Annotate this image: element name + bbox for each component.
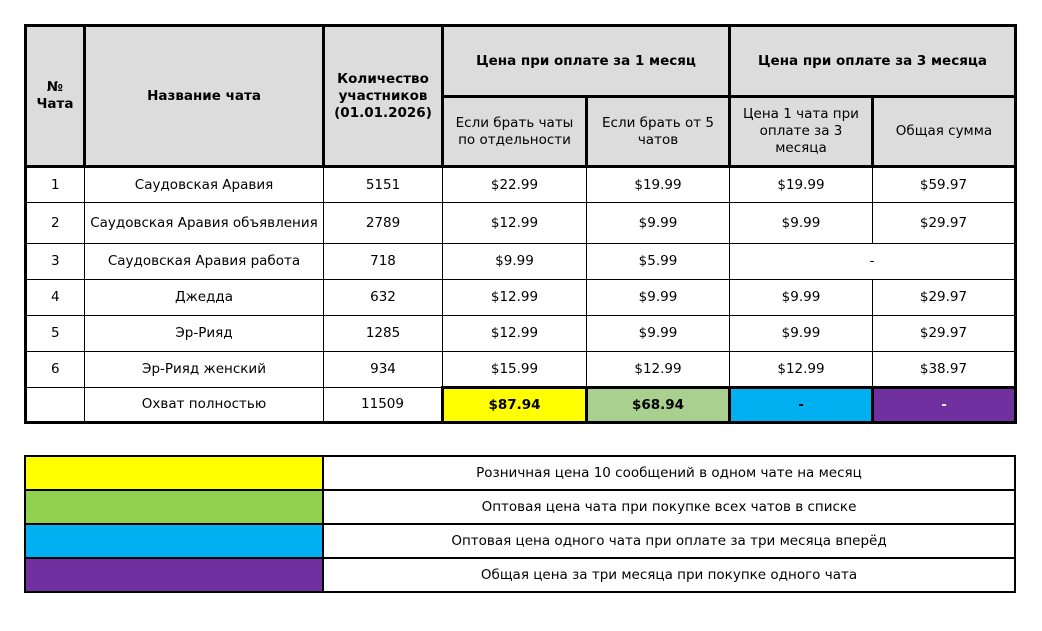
cell-name: Джедда: [84, 279, 324, 316]
legend-row: Оптовая цена одного чата при оплате за т…: [24, 523, 1016, 559]
cell-members: 2789: [323, 202, 443, 244]
table-row: 1 Саудовская Аравия 5151 $22.99 $19.99 $19.99…: [25, 166, 1017, 203]
cell-num: 1: [25, 166, 85, 203]
cell-num: 6: [25, 351, 85, 388]
header-month3: Цена при оплате за 3 месяца: [727, 24, 1018, 98]
cell-members: 5151: [323, 166, 443, 203]
total-separate: $87.94: [441, 386, 588, 424]
legend-row: Розничная цена 10 сообщений в одном чате…: [24, 455, 1016, 491]
legend-swatch: [24, 489, 324, 525]
cell-members: 1285: [323, 315, 443, 352]
cell-name: Саудовская Аравия работа: [84, 243, 324, 280]
legend-swatch: [24, 523, 324, 559]
cell-members: 632: [323, 279, 443, 316]
cell-price3: $12.99: [729, 351, 873, 388]
cell-total3: $29.97: [871, 315, 1017, 352]
cell-name: Саудовская Аравия: [84, 166, 324, 203]
legend-row: Оптовая цена чата при покупке всех чатов…: [24, 489, 1016, 525]
table-row: 6 Эр-Рияд женский 934 $15.99 $12.99 $12.99 $38…: [25, 351, 1017, 388]
cell-num: 5: [25, 315, 85, 352]
cell-name: Саудовская Аравия объявления: [84, 202, 324, 244]
legend-swatch: [24, 455, 324, 491]
cell-total3: $59.97: [871, 166, 1017, 203]
cell-from5: $12.99: [586, 351, 730, 388]
cell-merged: -: [728, 243, 1017, 280]
color-legend: Розничная цена 10 сообщений в одном чате…: [24, 455, 1016, 593]
cell-from5: $19.99: [586, 166, 730, 203]
table-row: 2 Саудовская Аравия объявления 2789 $12.99 $…: [25, 202, 1017, 244]
cell-separate: $12.99: [442, 279, 587, 316]
cell-price3: $9.99: [729, 202, 873, 244]
header-from5: Если брать от 5 чатов: [585, 95, 731, 168]
cell-separate: $12.99: [442, 315, 587, 352]
legend-text: Розничная цена 10 сообщений в одном чате…: [322, 455, 1016, 491]
header-name: Название чата: [83, 24, 325, 168]
header-total3: Общая сумма: [870, 95, 1018, 168]
cell-from5: $9.99: [586, 315, 730, 352]
legend-swatch: [24, 557, 324, 593]
total-empty: [25, 387, 85, 423]
table-row: 4 Джедда 632 $12.99 $9.99 $9.99 $29.97: [25, 279, 1017, 316]
cell-separate: $9.99: [442, 243, 587, 280]
cell-price3: $9.99: [729, 279, 873, 316]
header-price3: Цена 1 чата при оплате за 3 месяца: [728, 95, 874, 168]
cell-total3: $38.97: [871, 351, 1017, 388]
cell-price3: $9.99: [729, 315, 873, 352]
header-members: Количество участников (01.01.2026): [322, 24, 444, 168]
total-row: Охват полностью 11509 $87.94 $68.94- -: [25, 386, 1018, 424]
cell-separate: $12.99: [442, 202, 587, 244]
cell-from5: $9.99: [586, 279, 730, 316]
cell-from5: $9.99: [586, 202, 730, 244]
table-row: 3 Саудовская Аравия работа 718 $9.99 $5.99-: [25, 243, 1017, 280]
cell-from5: $5.99: [586, 243, 730, 280]
total-name: Охват полностью: [84, 387, 324, 423]
legend-row: Общая цена за три месяца при покупке одн…: [24, 557, 1016, 593]
cell-name: Эр-Рияд: [84, 315, 324, 352]
cell-name: Эр-Рияд женский: [84, 351, 324, 388]
total-price3: -: [728, 386, 874, 424]
cell-total3: $29.97: [871, 202, 1017, 244]
cell-separate: $15.99: [442, 351, 587, 388]
table-row: 5 Эр-Рияд 1285 $12.99 $9.99 $9.99 $29.97: [25, 315, 1017, 352]
legend-text: Оптовая цена чата при покупке всех чатов…: [322, 489, 1016, 525]
cell-members: 934: [323, 351, 443, 388]
total-from5: $68.94: [585, 386, 731, 424]
header-num: № Чата: [24, 24, 86, 168]
total-members: 11509: [323, 387, 443, 423]
cell-total3: $29.97: [871, 279, 1017, 316]
header-separate: Если брать чаты по отдельности: [441, 95, 588, 168]
legend-text: Оптовая цена одного чата при оплате за т…: [322, 523, 1016, 559]
header-month1: Цена при оплате за 1 месяц: [441, 24, 731, 98]
pricing-table: № Чата Название чата Количество участник…: [24, 24, 1018, 424]
cell-separate: $22.99: [442, 166, 587, 203]
cell-members: 718: [323, 243, 443, 280]
cell-num: 3: [25, 243, 85, 280]
legend-text: Общая цена за три месяца при покупке одн…: [322, 557, 1016, 593]
cell-price3: $19.99: [729, 166, 873, 203]
cell-num: 2: [25, 202, 85, 244]
total-total3: -: [870, 386, 1018, 424]
cell-num: 4: [25, 279, 85, 316]
